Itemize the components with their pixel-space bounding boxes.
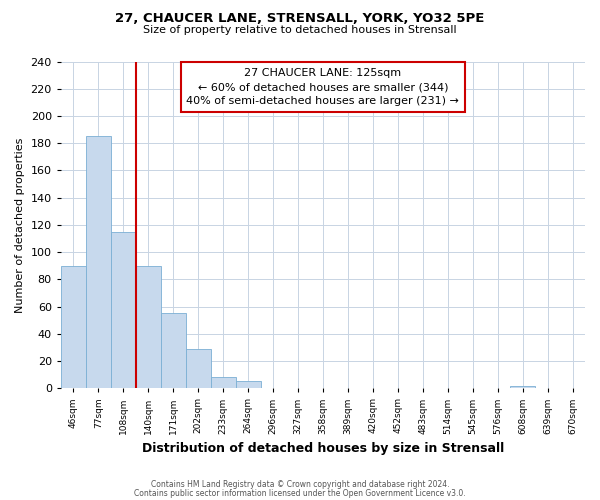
Text: Contains HM Land Registry data © Crown copyright and database right 2024.: Contains HM Land Registry data © Crown c…	[151, 480, 449, 489]
Bar	[161, 314, 185, 388]
Y-axis label: Number of detached properties: Number of detached properties	[15, 137, 25, 312]
X-axis label: Distribution of detached houses by size in Strensall: Distribution of detached houses by size …	[142, 442, 504, 455]
Bar	[136, 266, 161, 388]
Text: 27 CHAUCER LANE: 125sqm
← 60% of detached houses are smaller (344)
40% of semi-d: 27 CHAUCER LANE: 125sqm ← 60% of detache…	[187, 68, 460, 106]
Bar	[61, 266, 86, 388]
Bar	[86, 136, 111, 388]
Bar	[510, 386, 535, 388]
Text: Contains public sector information licensed under the Open Government Licence v3: Contains public sector information licen…	[134, 488, 466, 498]
Text: Size of property relative to detached houses in Strensall: Size of property relative to detached ho…	[143, 25, 457, 35]
Bar	[111, 232, 136, 388]
Bar	[185, 349, 211, 389]
Text: 27, CHAUCER LANE, STRENSALL, YORK, YO32 5PE: 27, CHAUCER LANE, STRENSALL, YORK, YO32 …	[115, 12, 485, 26]
Bar	[211, 378, 236, 388]
Bar	[236, 382, 260, 388]
